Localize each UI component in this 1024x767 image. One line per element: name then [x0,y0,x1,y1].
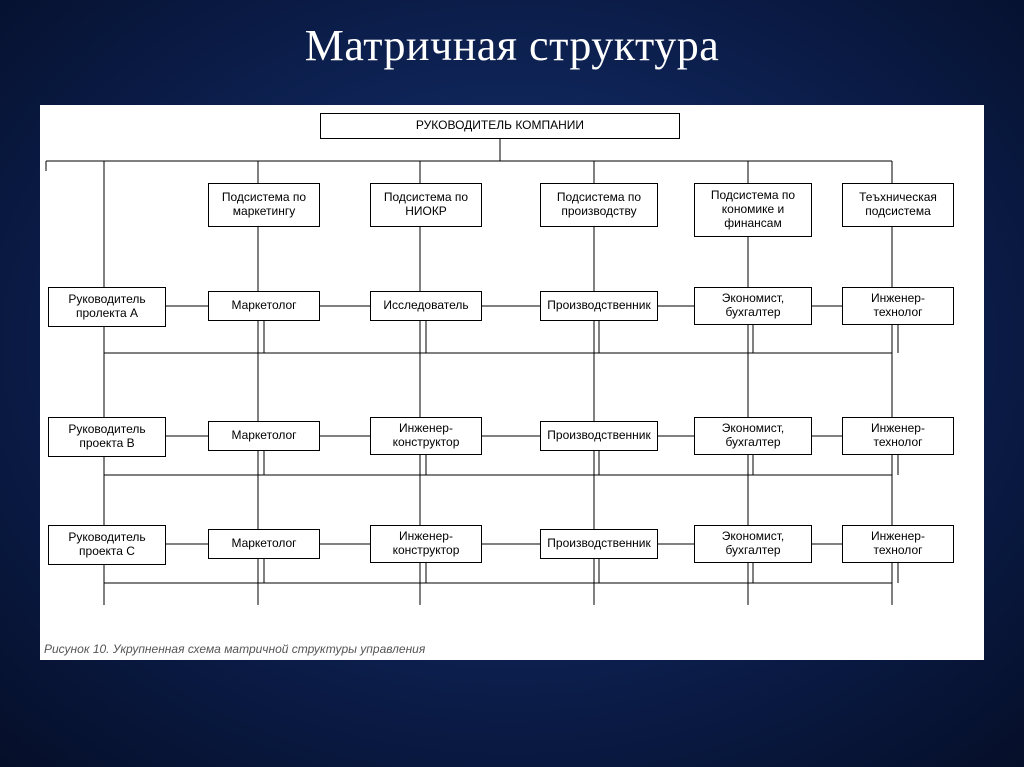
cell-box-7: Производственник [540,421,658,451]
cell-box-13: Экономист, бухгалтер [694,525,812,563]
cell-box-1: Исследователь [370,291,482,321]
cell-box-6: Инженер-конструктор [370,417,482,455]
project-leader-box-2: Руководитель проекта С [48,525,166,565]
cell-box-0: Маркетолог [208,291,320,321]
cell-box-5: Маркетолог [208,421,320,451]
subsystem-box-3: Подсистема по кономике и финансам [694,183,812,237]
cell-box-8: Экономист, бухгалтер [694,417,812,455]
cell-box-12: Производственник [540,529,658,559]
subsystem-box-1: Подсистема по НИОКР [370,183,482,227]
subsystem-box-2: Подсистема по производству [540,183,658,227]
cell-box-10: Маркетолог [208,529,320,559]
figure-caption: Рисунок 10. Укрупненная схема матричной … [44,642,425,656]
cell-box-2: Производственник [540,291,658,321]
cell-box-11: Инженер-конструктор [370,525,482,563]
subsystem-box-0: Подсистема по маркетингу [208,183,320,227]
cell-box-9: Инженер-технолог [842,417,954,455]
project-leader-box-0: Руководитель пролекта А [48,287,166,327]
cell-box-4: Инженер-технолог [842,287,954,325]
matrix-diagram: РУКОВОДИТЕЛЬ КОМПАНИИ Подсистема по марке… [40,105,984,660]
cell-box-14: Инженер-технолог [842,525,954,563]
slide-title: Матричная структура [0,0,1024,71]
cell-box-3: Экономист, бухгалтер [694,287,812,325]
project-leader-box-1: Руководитель проекта B [48,417,166,457]
subsystem-box-4: Теъхническая подсистема [842,183,954,227]
root-box: РУКОВОДИТЕЛЬ КОМПАНИИ [320,113,680,139]
